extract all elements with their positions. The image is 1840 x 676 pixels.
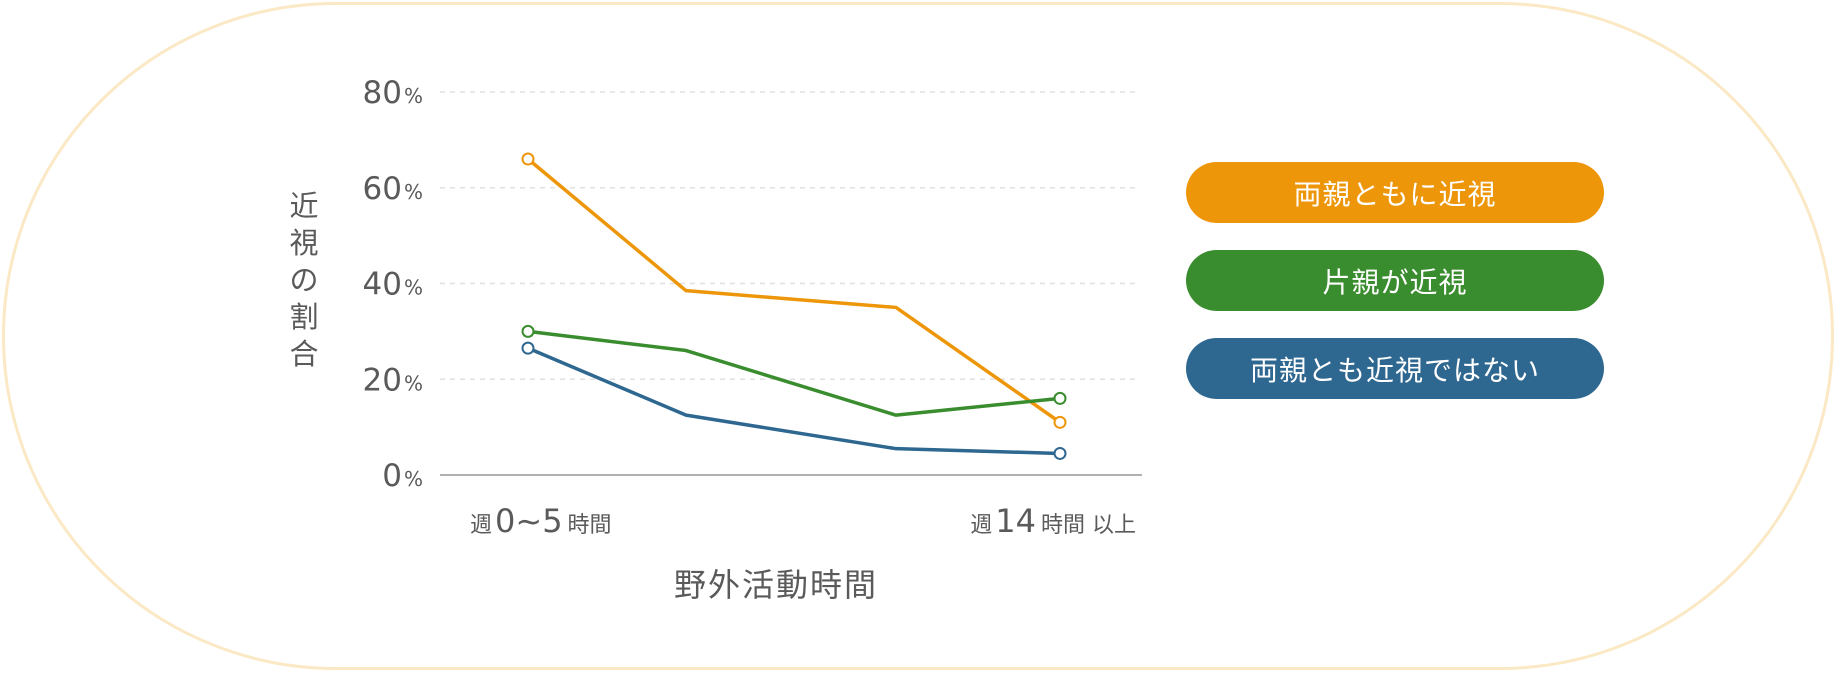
legend-label: 片親が近視	[1322, 265, 1468, 299]
legend-item-both-parents: 両親ともに近視	[1186, 162, 1604, 223]
y-axis-label-char: 合	[289, 337, 319, 371]
legend-item-no-parent: 両親とも近視ではない	[1186, 338, 1604, 399]
y-tick-label: 60%	[363, 171, 423, 207]
series-point	[1053, 415, 1067, 429]
y-axis-label-char: 視	[289, 226, 319, 260]
y-tick-label: 80%	[363, 75, 423, 111]
y-axis-label-char: 割	[289, 300, 319, 334]
series-point	[521, 341, 535, 355]
legend-label: 両親とも近視ではない	[1249, 353, 1540, 387]
series-line-2	[527, 329, 1061, 417]
x-tick-label: 週0~5 時間	[470, 502, 612, 540]
y-axis-label: 近視の割合	[284, 188, 324, 373]
y-tick-label: 40%	[363, 267, 423, 303]
legend-item-one-parent: 片親が近視	[1186, 250, 1604, 311]
y-axis-label-char: の	[289, 263, 319, 297]
x-axis-label: 野外活動時間	[674, 566, 879, 604]
series-line-3	[527, 346, 1061, 456]
y-axis-label-char: 近	[289, 189, 319, 223]
series-point	[521, 324, 535, 338]
y-tick-label: 0%	[382, 458, 423, 494]
x-tick-label: 週14 時間 以上	[970, 502, 1136, 540]
legend-label: 両親ともに近視	[1293, 177, 1497, 211]
y-tick-label: 20%	[363, 362, 423, 398]
series-line-1	[526, 157, 1062, 424]
series-point	[1053, 391, 1067, 405]
series-point	[521, 152, 535, 166]
series-point	[1053, 446, 1067, 460]
